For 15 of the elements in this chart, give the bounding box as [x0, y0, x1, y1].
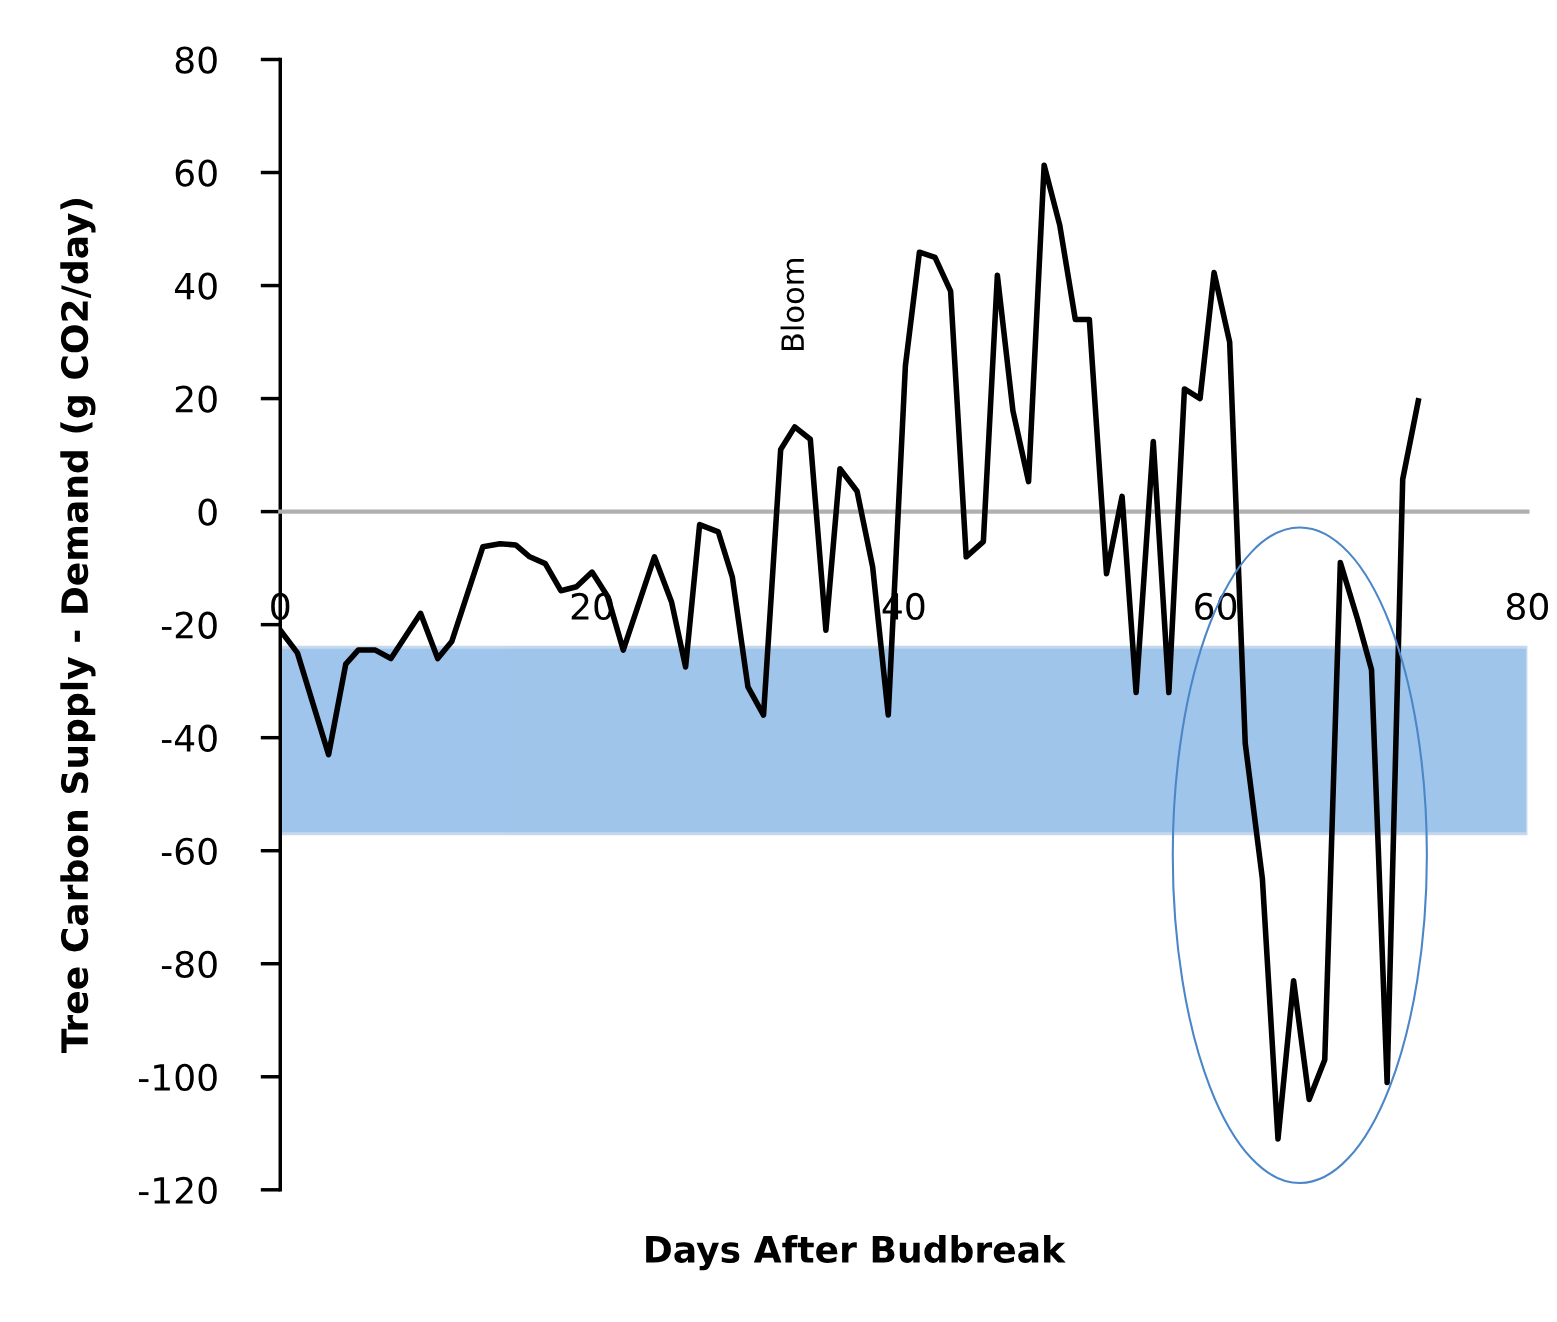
y-tick-label: -40 — [161, 724, 217, 752]
y-tick-label: -80 — [161, 950, 217, 978]
y-tick-label: 20 — [175, 385, 217, 413]
y-tick-label: 0 — [198, 498, 217, 526]
y-tick-label: 60 — [175, 159, 217, 187]
x-tick-label: 80 — [1506, 592, 1548, 621]
y-tick-label: 80 — [175, 46, 217, 74]
y-axis-title: Tree Carbon Supply - Demand (g CO2/day) — [60, 199, 96, 1054]
y-tick-label: -120 — [138, 1176, 217, 1205]
y-tick-label: 40 — [174, 272, 217, 300]
x-axis-title: Days After Budbreak — [646, 1235, 1066, 1271]
y-tick-label: -60 — [161, 837, 217, 865]
y-tick-label: -100 — [138, 1063, 217, 1091]
annotation: Bloom — [780, 259, 805, 351]
y-tick-label: -20 — [161, 611, 217, 639]
